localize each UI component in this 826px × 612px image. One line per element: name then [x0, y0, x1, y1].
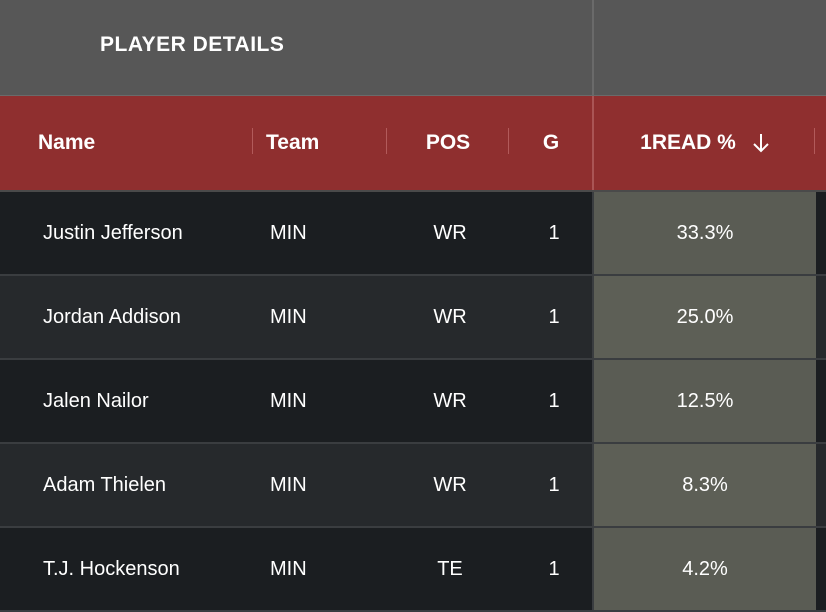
table-row[interactable]: Adam Thielen MIN WR 1 8.3%: [0, 444, 826, 528]
table-row[interactable]: T.J. Hockenson MIN TE 1 4.2%: [0, 528, 826, 612]
player-details-title: PLAYER DETAILS: [100, 33, 285, 56]
player-games: 1: [548, 221, 560, 244]
player-name: Justin Jefferson: [43, 221, 183, 244]
row-divider: [592, 444, 594, 526]
row-divider: [592, 528, 594, 610]
table-row[interactable]: Jalen Nailor MIN WR 1 12.5%: [0, 360, 826, 444]
player-1read-pct: 4.2%: [594, 528, 816, 610]
row-divider: [592, 276, 594, 358]
player-pos: TE: [437, 557, 463, 580]
player-1read-pct: 8.3%: [594, 444, 816, 526]
column-header-pos[interactable]: POS: [425, 131, 471, 154]
row-divider: [592, 192, 594, 274]
player-pos: WR: [433, 305, 467, 328]
header-divider: [592, 96, 594, 190]
player-games: 1: [548, 473, 560, 496]
player-team: MIN: [270, 557, 307, 580]
player-team: MIN: [270, 473, 307, 496]
player-table-body: Justin Jefferson MIN WR 1 33.3% Jordan A…: [0, 192, 826, 612]
column-header-1read[interactable]: 1READ %: [594, 96, 816, 190]
player-team: MIN: [270, 221, 307, 244]
column-header-team[interactable]: Team: [266, 131, 320, 154]
group-header-row: PLAYER DETAILS: [0, 0, 826, 96]
table-row[interactable]: Justin Jefferson MIN WR 1 33.3%: [0, 192, 826, 276]
column-separator: [252, 128, 253, 154]
column-separator: [508, 128, 509, 154]
player-games: 1: [548, 557, 560, 580]
column-header-1read-label: 1READ %: [640, 131, 736, 154]
column-header-row: Name Team POS G 1READ %: [0, 96, 826, 192]
row-divider: [592, 360, 594, 442]
player-games: 1: [548, 305, 560, 328]
column-header-g[interactable]: G: [542, 131, 560, 154]
player-1read-pct: 12.5%: [594, 360, 816, 442]
player-team: MIN: [270, 389, 307, 412]
player-pos: WR: [433, 473, 467, 496]
table-row[interactable]: Jordan Addison MIN WR 1 25.0%: [0, 276, 826, 360]
player-pos: WR: [433, 221, 467, 244]
player-team: MIN: [270, 305, 307, 328]
player-1read-pct: 25.0%: [594, 276, 816, 358]
player-name: Adam Thielen: [43, 473, 167, 496]
column-separator: [386, 128, 387, 154]
player-name: Jalen Nailor: [43, 389, 149, 412]
column-header-name[interactable]: Name: [38, 131, 96, 154]
player-name: Jordan Addison: [43, 305, 181, 328]
player-name: T.J. Hockenson: [43, 557, 180, 580]
group-divider: [592, 0, 594, 96]
player-pos: WR: [433, 389, 467, 412]
column-separator: [814, 128, 815, 154]
arrow-down-icon[interactable]: [752, 132, 770, 154]
player-games: 1: [548, 389, 560, 412]
player-1read-pct: 33.3%: [594, 192, 816, 274]
